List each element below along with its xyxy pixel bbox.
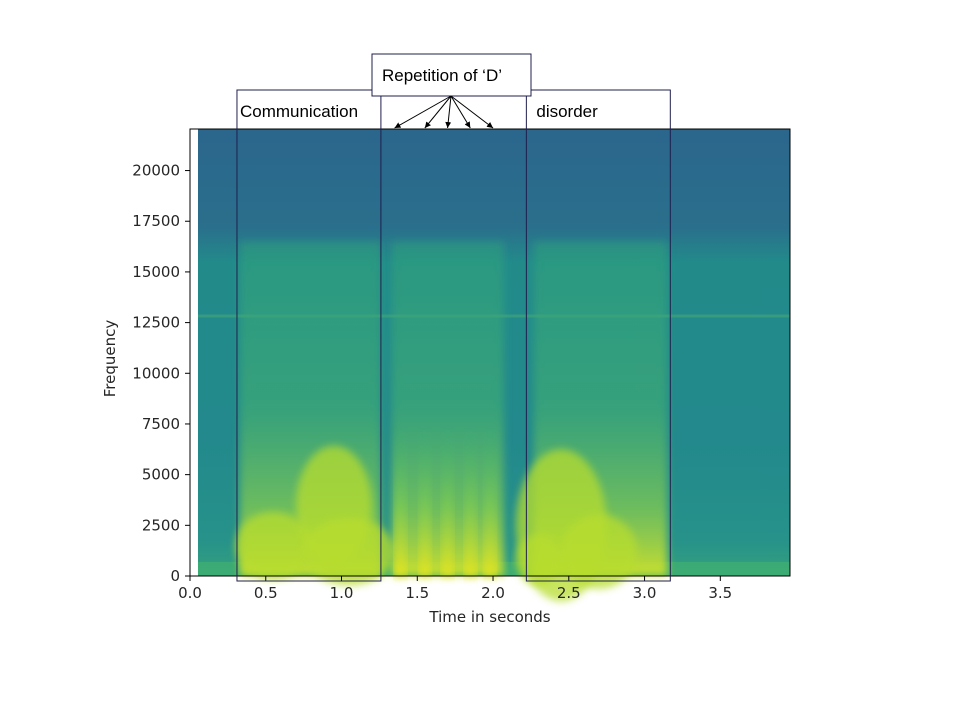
formant-cluster-1 — [235, 511, 312, 580]
callout-arrow-5 — [450, 95, 494, 129]
y-tick-label: 2500 — [142, 516, 180, 534]
y-tick-label: 0 — [170, 567, 180, 585]
x-tick-label: 0.5 — [254, 584, 278, 602]
formant-cluster-5 — [561, 514, 637, 589]
callout-arrow-1 — [394, 95, 452, 129]
annotation-box-1 — [236, 89, 382, 582]
plot-area — [190, 129, 790, 602]
y-tick-label: 17500 — [132, 212, 180, 230]
repetition-burst-5 — [484, 434, 496, 576]
y-tick-label: 20000 — [132, 162, 180, 180]
axes: 0.0 0.5 1.0 1.5 2.0 2.5 3.0 3.5 0 2500 5000 7500 100… — [101, 128, 791, 626]
y-tick-label: 15000 — [132, 263, 180, 281]
repetition-burst-4 — [464, 434, 477, 576]
callout-box — [371, 53, 532, 97]
x-axis-label: Time in seconds — [428, 608, 550, 626]
y-tick-label: 5000 — [142, 466, 180, 484]
axes-frame — [189, 128, 791, 577]
x-tick-label: 2.0 — [481, 584, 505, 602]
callout-arrow-4 — [450, 95, 471, 129]
callout-label: Repetition of ‘D’ — [382, 66, 502, 85]
x-tick-label: 0.0 — [178, 584, 202, 602]
repetition-burst-3 — [441, 434, 454, 576]
callout-arrow-3 — [445, 95, 452, 129]
y-tick-label: 12500 — [132, 314, 180, 332]
x-tick-label: 3.5 — [708, 584, 732, 602]
x-tick-label: 3.0 — [633, 584, 657, 602]
repetition-burst-2 — [418, 434, 431, 576]
y-tick-label: 10000 — [132, 364, 180, 382]
callout-arrow-2 — [424, 95, 452, 129]
y-axis-label: Frequency — [101, 320, 119, 398]
x-tick-label: 1.0 — [330, 584, 354, 602]
spectrogram-left-gap — [190, 129, 198, 576]
formant-cluster-3 — [303, 517, 395, 586]
y-tick-label: 7500 — [142, 415, 180, 433]
annotation-label-2: disorder — [536, 102, 598, 121]
annotation-box-2 — [525, 89, 671, 582]
x-tick-label: 1.5 — [405, 584, 429, 602]
formant-cluster-6 — [515, 534, 562, 586]
x-tick-label: 2.5 — [557, 584, 581, 602]
annotation-label-1: Communication — [240, 102, 358, 121]
repetition-burst-1 — [394, 434, 407, 576]
annotations: Communication disorder Repetition of ‘D’ — [236, 53, 671, 582]
